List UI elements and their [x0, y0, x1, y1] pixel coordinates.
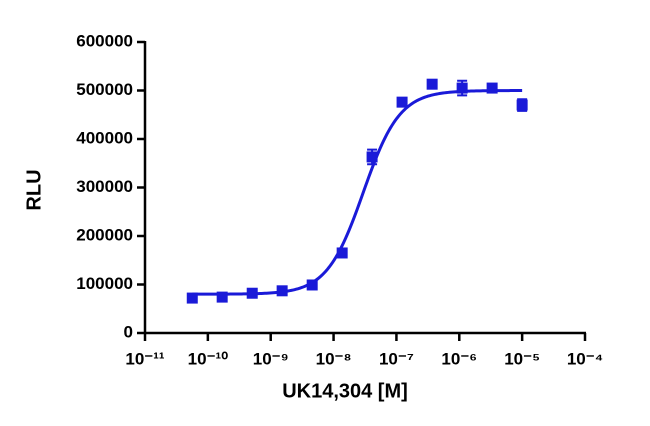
- y-tick-label: 100000: [76, 274, 133, 293]
- y-tick-label: 200000: [76, 225, 133, 244]
- y-tick-label: 300000: [76, 177, 133, 196]
- x-tick-label: 10⁻⁶: [441, 349, 477, 368]
- x-tick-label: 10⁻⁴: [567, 349, 603, 368]
- point: [306, 279, 318, 291]
- point: [426, 78, 438, 90]
- y-tick-label: 400000: [76, 128, 133, 147]
- x-axis-label: UK14,304 [M]: [282, 380, 408, 402]
- x-tick-label: 10⁻⁸: [316, 349, 352, 368]
- point: [276, 285, 288, 297]
- point: [216, 291, 228, 303]
- point: [516, 99, 528, 111]
- y-tick-label: 500000: [76, 80, 133, 99]
- point: [336, 247, 348, 259]
- point: [486, 82, 498, 94]
- point: [186, 292, 198, 304]
- x-tick-label: 10⁻¹⁰: [188, 349, 229, 368]
- y-tick-label: 600000: [76, 31, 133, 50]
- point: [456, 82, 468, 94]
- y-axis-label: RLU: [23, 169, 45, 210]
- point: [396, 96, 408, 108]
- x-tick-label: 10⁻⁵: [504, 349, 540, 368]
- y-tick-label: 0: [124, 322, 133, 341]
- fit-curve: [192, 89, 523, 296]
- x-tick-label: 10⁻⁷: [379, 349, 414, 368]
- point: [246, 287, 258, 299]
- x-tick-label: 10⁻¹¹: [125, 349, 165, 368]
- point: [366, 151, 378, 163]
- x-tick-label: 10⁻⁹: [253, 349, 289, 368]
